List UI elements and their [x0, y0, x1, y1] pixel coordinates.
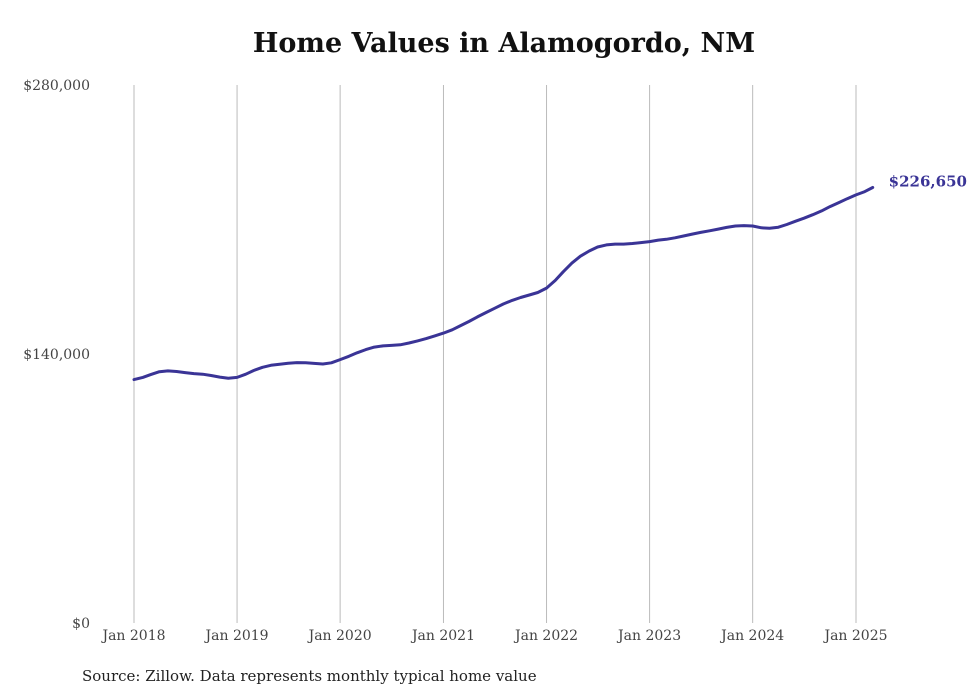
y-axis-ticks: $0 $140,000 $280,000 [23, 78, 90, 632]
x-tick-label: Jan 2018 [100, 628, 165, 644]
end-label-layer: $226,650 [889, 173, 967, 191]
gridlines [133, 85, 857, 623]
y-tick-label: $0 [72, 616, 90, 632]
x-tick-label: Jan 2022 [513, 628, 578, 644]
x-axis-ticks: Jan 2018 Jan 2019 Jan 2020 Jan 2021 Jan 2022… [100, 628, 887, 644]
y-tick-label: $280,000 [23, 78, 90, 94]
series-layer [132, 186, 875, 382]
x-tick-label: Jan 2019 [204, 628, 269, 644]
x-tick-label: Jan 2021 [410, 628, 475, 644]
end-value-label: $226,650 [889, 173, 967, 191]
chart-title: Home Values in Alamogordo, NM [252, 28, 756, 59]
x-tick-label: Jan 2024 [719, 628, 784, 644]
source-note: Source: Zillow. Data represents monthly … [82, 667, 537, 685]
x-tick-label: Jan 2020 [307, 628, 372, 644]
x-tick-label: Jan 2023 [616, 628, 681, 644]
series-line [132, 186, 875, 382]
y-tick-label: $140,000 [23, 347, 90, 363]
x-tick-label: Jan 2025 [822, 628, 887, 644]
